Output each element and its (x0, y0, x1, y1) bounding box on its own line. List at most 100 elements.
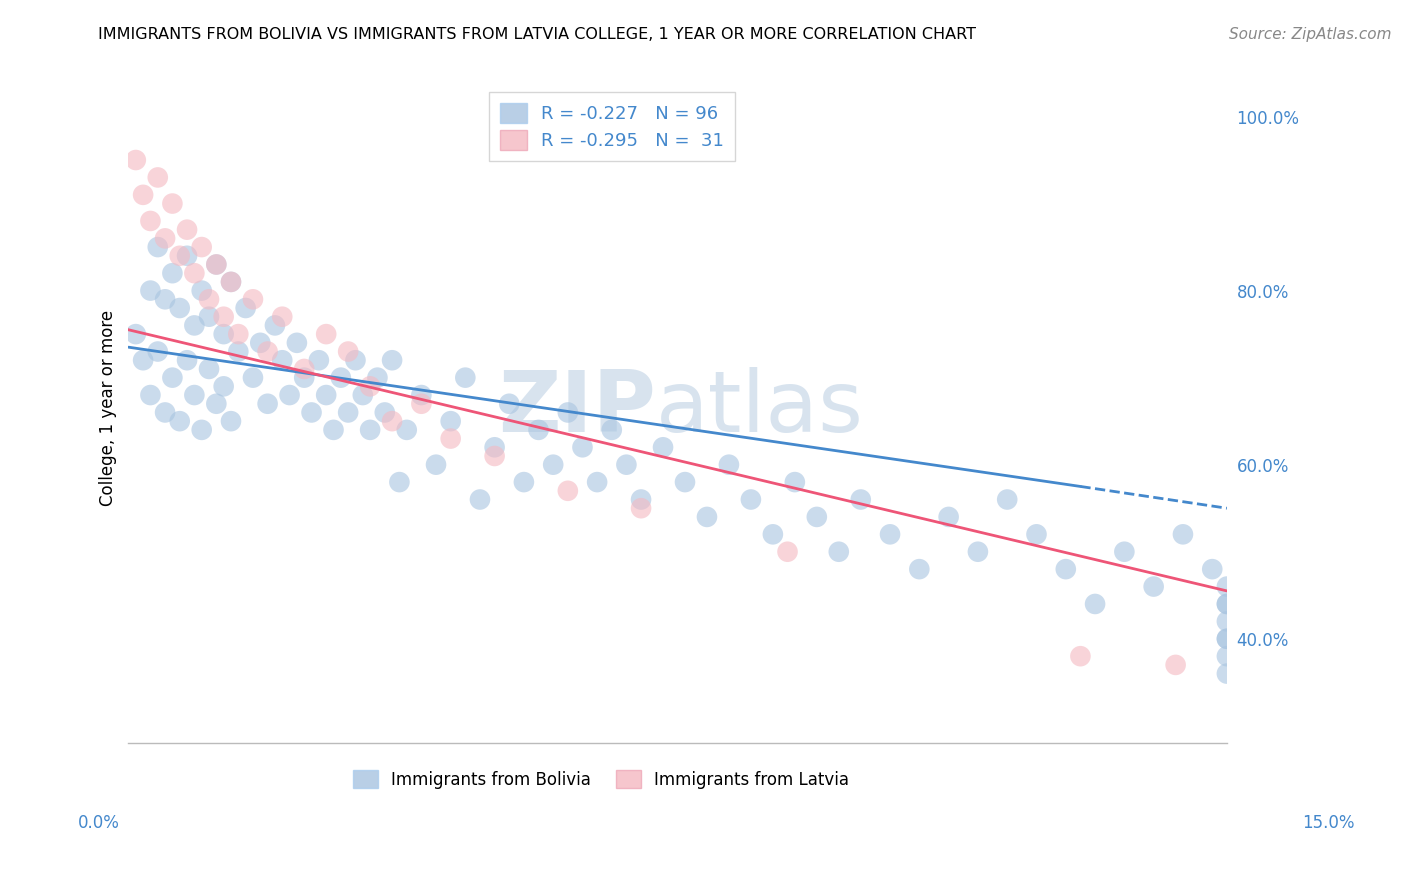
Point (169, 301, 191, 315)
Point (783, 475, 806, 489)
Point (630, 501, 652, 516)
Point (381, 414, 404, 428)
Point (673, 475, 696, 489)
Point (776, 545, 799, 559)
Point (879, 527, 901, 541)
Text: 15.0%: 15.0% (1302, 814, 1355, 831)
Point (139, 284, 162, 298)
Point (468, 492, 491, 507)
Point (315, 388, 337, 402)
Point (219, 275, 242, 289)
Point (139, 214, 162, 228)
Point (995, 492, 1018, 507)
Point (938, 510, 960, 524)
Point (1216, 580, 1239, 594)
Point (162, 266, 184, 280)
Point (571, 440, 593, 454)
Point (271, 310, 294, 324)
Point (153, 405, 176, 419)
Point (498, 397, 520, 411)
Point (513, 475, 536, 489)
Point (146, 344, 169, 359)
Point (1201, 562, 1223, 576)
Point (285, 335, 308, 350)
Point (425, 458, 447, 472)
Point (717, 458, 740, 472)
Legend: Immigrants from Bolivia, Immigrants from Latvia: Immigrants from Bolivia, Immigrants from… (346, 764, 856, 796)
Point (183, 266, 205, 280)
Point (1216, 615, 1239, 629)
Point (359, 423, 381, 437)
Point (132, 353, 155, 368)
Point (132, 187, 155, 202)
Point (183, 388, 205, 402)
Point (169, 414, 191, 428)
Point (484, 440, 506, 454)
Point (322, 423, 344, 437)
Point (169, 249, 191, 263)
Point (388, 475, 411, 489)
Point (125, 153, 148, 167)
Point (806, 510, 828, 524)
Point (337, 344, 360, 359)
Point (146, 240, 169, 254)
Point (1216, 597, 1239, 611)
Point (374, 405, 396, 419)
Point (176, 249, 198, 263)
Point (212, 310, 235, 324)
Point (278, 388, 301, 402)
Text: IMMIGRANTS FROM BOLIVIA VS IMMIGRANTS FROM LATVIA COLLEGE, 1 YEAR OR MORE CORREL: IMMIGRANTS FROM BOLIVIA VS IMMIGRANTS FR… (98, 27, 976, 42)
Point (292, 362, 315, 376)
Point (256, 397, 278, 411)
Point (162, 370, 184, 384)
Point (762, 527, 785, 541)
Point (1216, 632, 1239, 646)
Point (630, 492, 652, 507)
Point (308, 353, 330, 368)
Point (256, 344, 278, 359)
Point (1114, 545, 1136, 559)
Point (454, 370, 477, 384)
Point (600, 423, 623, 437)
Point (212, 327, 235, 342)
Point (264, 318, 287, 333)
Point (226, 327, 249, 342)
Point (235, 301, 257, 315)
Point (329, 370, 352, 384)
Point (271, 353, 294, 368)
Point (484, 449, 506, 463)
Point (366, 370, 388, 384)
Point (1084, 597, 1107, 611)
Point (205, 258, 228, 272)
Point (352, 388, 374, 402)
Point (440, 414, 463, 428)
Point (198, 362, 221, 376)
Point (219, 414, 242, 428)
Point (315, 327, 337, 342)
Point (190, 284, 212, 298)
Point (967, 545, 990, 559)
Point (1216, 666, 1239, 681)
Point (1025, 527, 1047, 541)
Point (205, 258, 228, 272)
Point (1171, 527, 1194, 541)
Point (212, 379, 235, 393)
Point (190, 240, 212, 254)
Point (1216, 632, 1239, 646)
Point (242, 370, 264, 384)
Point (344, 353, 367, 368)
Point (1164, 657, 1187, 672)
Point (849, 492, 872, 507)
Point (616, 458, 638, 472)
Text: atlas: atlas (655, 367, 863, 450)
Text: Source: ZipAtlas.com: Source: ZipAtlas.com (1229, 27, 1392, 42)
Point (1216, 597, 1239, 611)
Point (205, 397, 228, 411)
Point (153, 231, 176, 245)
Point (557, 483, 579, 498)
Point (198, 293, 221, 307)
Point (198, 310, 221, 324)
Point (557, 405, 579, 419)
Point (176, 353, 198, 368)
Point (139, 388, 162, 402)
